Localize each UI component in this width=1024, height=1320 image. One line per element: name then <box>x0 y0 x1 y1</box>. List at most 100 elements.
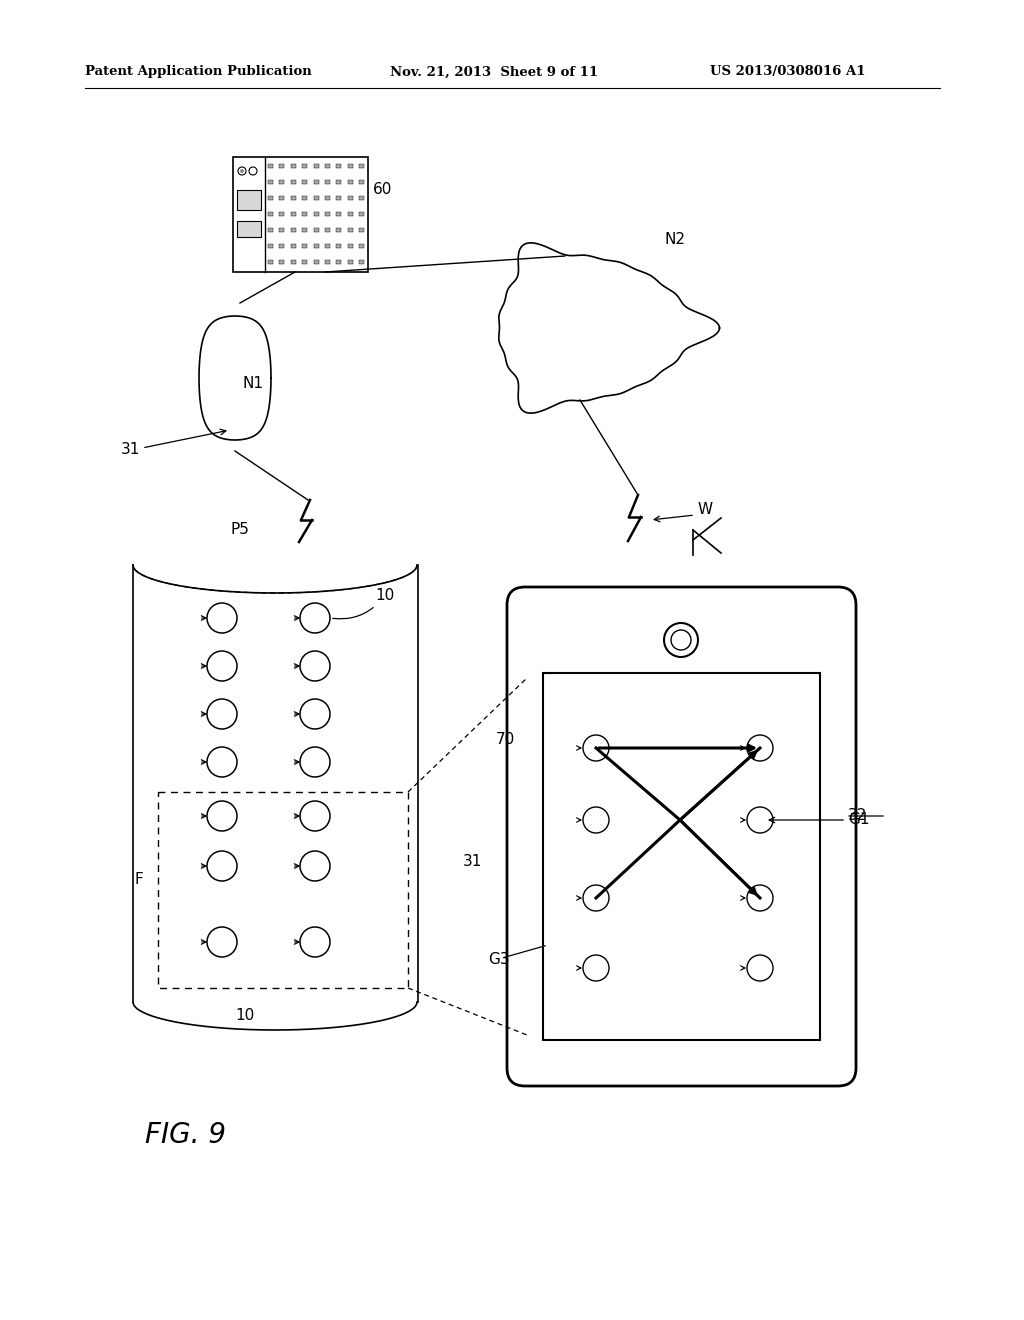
Bar <box>336 244 341 248</box>
Bar <box>291 195 296 201</box>
Text: N2: N2 <box>665 232 686 248</box>
Bar <box>359 228 364 232</box>
Bar <box>359 260 364 264</box>
Text: G1: G1 <box>848 813 869 828</box>
Bar <box>268 213 273 216</box>
Circle shape <box>207 801 237 832</box>
Bar <box>347 180 352 183</box>
Bar <box>291 164 296 168</box>
Bar <box>302 180 307 183</box>
Circle shape <box>746 807 773 833</box>
Bar <box>336 164 341 168</box>
Bar <box>325 164 330 168</box>
Bar <box>291 213 296 216</box>
Bar <box>280 228 285 232</box>
Circle shape <box>583 807 609 833</box>
Bar <box>280 180 285 183</box>
Bar <box>325 180 330 183</box>
Circle shape <box>664 623 698 657</box>
Bar <box>359 244 364 248</box>
Bar <box>280 244 285 248</box>
Text: 10: 10 <box>333 587 394 619</box>
Text: P5: P5 <box>230 523 249 537</box>
Bar <box>280 195 285 201</box>
Bar <box>313 213 318 216</box>
Bar <box>359 180 364 183</box>
Bar <box>325 195 330 201</box>
Circle shape <box>300 927 330 957</box>
Bar <box>302 228 307 232</box>
Circle shape <box>207 700 237 729</box>
Bar <box>280 164 285 168</box>
Bar <box>359 164 364 168</box>
Text: FIG. 9: FIG. 9 <box>145 1121 226 1148</box>
Bar <box>347 260 352 264</box>
Bar <box>291 180 296 183</box>
Text: N1: N1 <box>243 375 264 391</box>
Bar <box>336 260 341 264</box>
Bar <box>313 195 318 201</box>
Bar <box>336 213 341 216</box>
Circle shape <box>207 603 237 634</box>
Circle shape <box>207 927 237 957</box>
Circle shape <box>300 747 330 777</box>
Bar <box>268 260 273 264</box>
Circle shape <box>238 168 246 176</box>
Bar <box>291 260 296 264</box>
Bar <box>268 244 273 248</box>
Text: W: W <box>698 503 713 517</box>
Bar <box>336 180 341 183</box>
Bar <box>313 180 318 183</box>
Text: 32: 32 <box>848 808 867 824</box>
Bar <box>280 213 285 216</box>
Bar <box>347 244 352 248</box>
Bar <box>347 164 352 168</box>
Bar <box>347 213 352 216</box>
Circle shape <box>665 739 691 766</box>
Circle shape <box>300 651 330 681</box>
Bar <box>302 260 307 264</box>
Circle shape <box>207 747 237 777</box>
Text: 60: 60 <box>373 182 392 198</box>
Text: 31: 31 <box>463 854 482 870</box>
Circle shape <box>207 851 237 880</box>
Bar <box>268 164 273 168</box>
Bar <box>268 228 273 232</box>
Bar <box>268 180 273 183</box>
Circle shape <box>746 954 773 981</box>
Circle shape <box>583 735 609 762</box>
Circle shape <box>671 630 691 649</box>
Bar <box>325 228 330 232</box>
Bar <box>302 213 307 216</box>
Circle shape <box>746 884 773 911</box>
Bar <box>336 195 341 201</box>
Bar <box>359 195 364 201</box>
Text: 10: 10 <box>236 1007 255 1023</box>
Bar <box>347 195 352 201</box>
Bar <box>313 260 318 264</box>
Text: G3: G3 <box>488 953 510 968</box>
Circle shape <box>300 801 330 832</box>
Text: 70: 70 <box>496 733 515 747</box>
Bar <box>302 164 307 168</box>
Bar <box>313 164 318 168</box>
FancyBboxPatch shape <box>507 587 856 1086</box>
Bar <box>325 213 330 216</box>
Circle shape <box>207 651 237 681</box>
Bar <box>313 228 318 232</box>
Bar <box>291 228 296 232</box>
Circle shape <box>583 884 609 911</box>
Bar <box>336 228 341 232</box>
Bar <box>543 673 820 1040</box>
Bar <box>359 213 364 216</box>
Text: US 2013/0308016 A1: US 2013/0308016 A1 <box>710 66 865 78</box>
Text: Patent Application Publication: Patent Application Publication <box>85 66 311 78</box>
Bar <box>233 157 368 272</box>
Circle shape <box>300 851 330 880</box>
Circle shape <box>249 168 257 176</box>
Bar <box>302 244 307 248</box>
Bar <box>302 195 307 201</box>
Bar <box>313 244 318 248</box>
Circle shape <box>300 700 330 729</box>
Circle shape <box>583 954 609 981</box>
